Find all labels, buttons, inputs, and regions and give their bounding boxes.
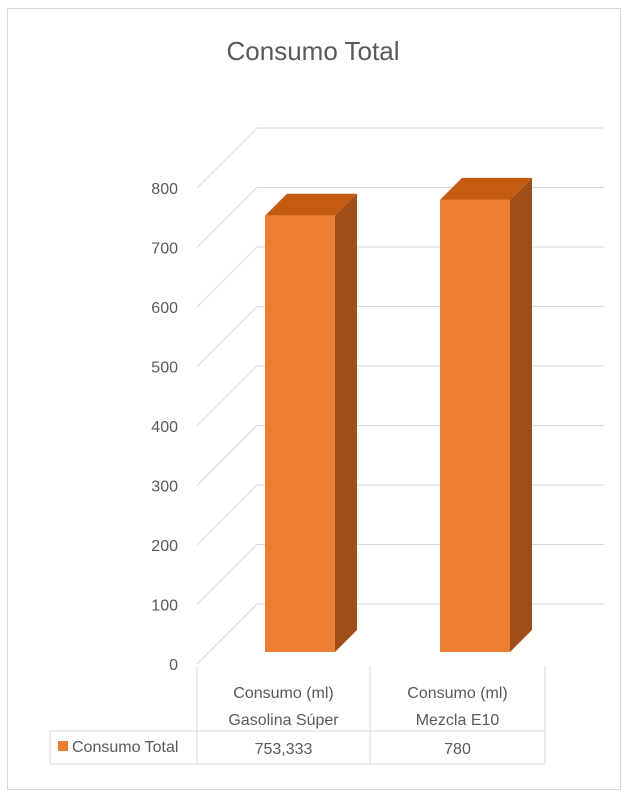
y-tick-label: 500 xyxy=(151,360,178,377)
gridline-diagonal xyxy=(196,246,258,308)
chart-title: Consumo Total xyxy=(226,36,400,66)
gridlines xyxy=(196,127,604,665)
y-tick-label: 100 xyxy=(151,598,178,615)
gridline-diagonal xyxy=(196,425,258,486)
gridline-diagonal xyxy=(196,603,258,665)
y-tick-label: 800 xyxy=(151,181,178,198)
category-label: Gasolina Súper xyxy=(228,712,339,729)
y-axis: 0 100 200 300 400 500 600 700 800 xyxy=(151,181,178,674)
y-tick-label: 200 xyxy=(151,538,178,555)
gridline-diagonal xyxy=(196,484,258,546)
gridline-diagonal xyxy=(196,306,258,367)
y-tick-label: 0 xyxy=(169,657,178,674)
data-table: Consumo (ml) Gasolina Súper Consumo (ml) Me… xyxy=(49,666,546,765)
data-label: 753,333 xyxy=(255,741,313,758)
gridline-diagonal xyxy=(196,365,258,427)
data-label: 780 xyxy=(444,741,471,758)
gridline-diagonal xyxy=(196,544,258,605)
bars xyxy=(265,177,532,653)
bar-front xyxy=(440,199,510,652)
y-tick-label: 700 xyxy=(151,241,178,258)
legend-label: Consumo Total xyxy=(72,739,178,756)
category-label: Consumo (ml) xyxy=(407,685,507,702)
category-label: Consumo (ml) xyxy=(233,685,333,702)
bar-front xyxy=(265,215,335,653)
gridline-diagonal xyxy=(196,187,258,248)
y-tick-label: 600 xyxy=(151,300,178,317)
bar xyxy=(440,177,532,652)
legend-swatch xyxy=(58,741,68,751)
bar-top xyxy=(440,177,532,200)
bar-side xyxy=(510,177,532,652)
gridline-diagonal xyxy=(196,127,258,189)
y-tick-label: 400 xyxy=(151,419,178,436)
y-tick-label: 300 xyxy=(151,479,178,496)
bar-top xyxy=(265,193,357,216)
category-label: Mezcla E10 xyxy=(416,712,500,729)
bar-side xyxy=(335,193,357,653)
bar xyxy=(265,193,357,653)
